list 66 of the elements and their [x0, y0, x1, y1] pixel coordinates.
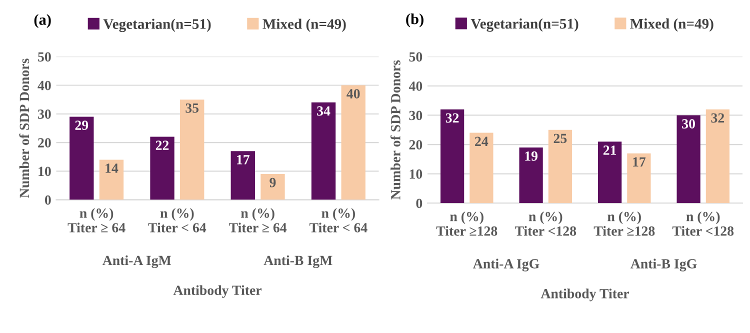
y-tick-label: 10	[410, 169, 422, 179]
text: Anti-B IgG	[630, 258, 697, 272]
bar	[519, 147, 543, 204]
data-label: 32	[446, 113, 459, 123]
data-label: 9	[270, 178, 276, 188]
y-axis-title: Number of SDP Donors	[19, 58, 30, 198]
data-label: 24	[475, 136, 488, 146]
x-tick-label: n (%) Titer ≥128	[436, 211, 498, 236]
legend-label: Vegetarian(n=51)	[103, 18, 211, 32]
data-label: 30	[682, 119, 695, 129]
bar	[70, 116, 94, 200]
y-axis-title: Number of SDP Donors	[390, 60, 400, 200]
y-tick-label: 20	[409, 140, 422, 150]
data-label: 14	[106, 164, 118, 173]
y-tick-label: 0	[44, 195, 51, 205]
bar	[676, 115, 700, 204]
bar	[180, 100, 204, 200]
x-tick-label: n (%) Titer ≥ 64	[229, 208, 287, 232]
bar	[260, 174, 285, 200]
y-tick-label: 10	[38, 166, 51, 176]
data-label: 34	[317, 106, 330, 116]
y-tick-label: 0	[416, 198, 422, 208]
data-label: 35	[186, 103, 199, 113]
text: Anti-B IgM	[264, 255, 332, 268]
bar	[627, 153, 651, 204]
data-label: 25	[554, 134, 567, 144]
y-tick-label: 40	[408, 81, 422, 91]
x-tick-label: n (%) Titer <128	[514, 211, 576, 236]
x-tick-label: n (%) Titer < 64	[309, 208, 368, 232]
y-tick-label: 30	[38, 109, 51, 119]
y-tick-label: 50	[38, 52, 51, 62]
x-tick-label: n (%) Titer ≥ 64	[68, 208, 126, 232]
legend-label: Mixed (n=49)	[630, 18, 714, 32]
y-tick-label: 50	[409, 52, 422, 62]
data-label: 22	[156, 140, 169, 150]
data-label: 17	[633, 157, 646, 166]
bar	[440, 109, 464, 204]
data-label: 32	[711, 113, 724, 123]
x-tick-label: n (%) Titer < 64	[148, 208, 206, 232]
x-axis-title: Antibody Titer	[540, 288, 630, 302]
bar	[341, 85, 366, 200]
chart-title: (b)	[406, 13, 424, 28]
chart-title: (a)	[34, 14, 51, 28]
y-tick-label: 30	[409, 110, 422, 120]
data-label: 21	[603, 146, 616, 155]
data-label: 17	[237, 155, 250, 164]
x-axis-title: Antibody Titer	[173, 285, 262, 298]
bar	[470, 132, 494, 204]
bar	[230, 151, 255, 200]
data-label: 29	[75, 120, 88, 130]
bar	[150, 136, 174, 200]
x-tick-label: n (%) Titer ≥128	[594, 211, 655, 236]
text: Anti-A IgG	[473, 258, 540, 272]
legend-label: Vegetarian(n=51)	[470, 18, 578, 32]
data-label: 40	[346, 89, 360, 98]
text: Anti-A IgM	[102, 255, 172, 268]
y-tick-label: 40	[38, 80, 51, 90]
bar	[598, 142, 622, 204]
legend-label: Mixed (n=49)	[262, 18, 346, 32]
bar	[99, 160, 124, 200]
bar	[548, 130, 572, 204]
bar	[706, 109, 730, 204]
y-tick-label: 20	[38, 138, 51, 148]
bar	[311, 102, 336, 200]
x-tick-label: n (%) Titer <128	[672, 211, 734, 236]
data-label: 19	[525, 151, 538, 161]
